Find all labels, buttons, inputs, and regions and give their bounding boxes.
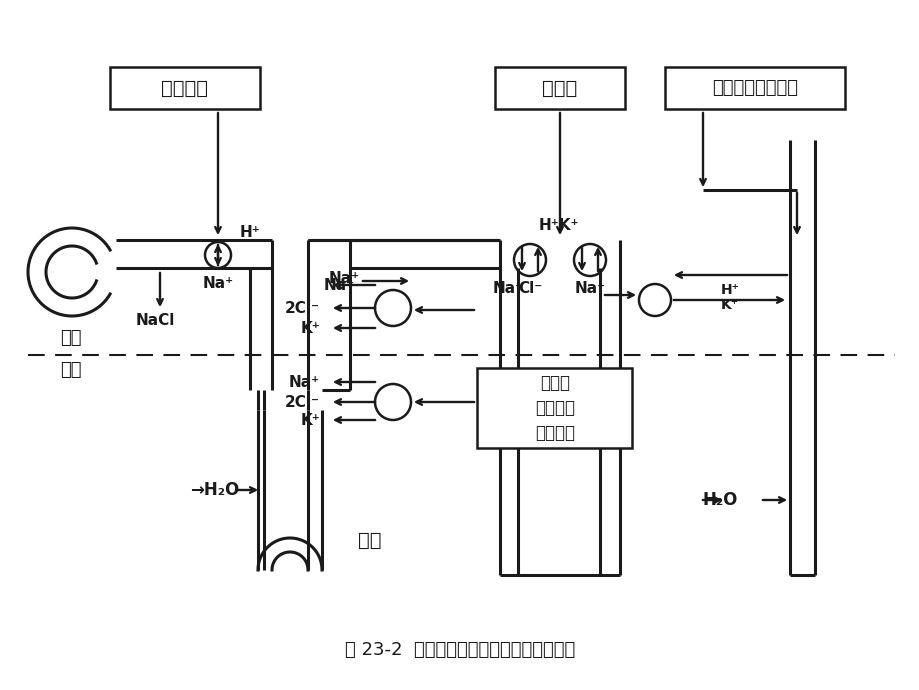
Text: 2Cl⁻: 2Cl⁻ <box>285 395 320 409</box>
Text: 髓质: 髓质 <box>60 361 82 379</box>
Text: K⁺: K⁺ <box>300 320 320 335</box>
Text: Na⁺: Na⁺ <box>573 281 605 295</box>
FancyBboxPatch shape <box>110 67 260 109</box>
Text: 2Cl⁻: 2Cl⁻ <box>285 301 320 315</box>
Text: H⁺: H⁺ <box>720 283 739 297</box>
Text: Na⁺: Na⁺ <box>328 270 359 286</box>
Text: Na⁺: Na⁺ <box>202 275 233 290</box>
Text: K⁺: K⁺ <box>300 413 320 428</box>
Text: 呋塞米
依他尼酸
布美他尼: 呋塞米 依他尼酸 布美他尼 <box>535 374 574 442</box>
Text: K⁺: K⁺ <box>720 298 738 312</box>
Text: 髓袢: 髓袢 <box>357 531 381 549</box>
Text: H⁺K⁺: H⁺K⁺ <box>539 217 579 233</box>
Text: H₂O: H₂O <box>701 491 737 509</box>
Text: Na⁺: Na⁺ <box>323 277 355 293</box>
FancyBboxPatch shape <box>664 67 844 109</box>
Text: Na⁺: Na⁺ <box>289 375 320 389</box>
Text: H⁺: H⁺ <box>240 224 260 239</box>
FancyBboxPatch shape <box>494 67 624 109</box>
Text: 皮质: 皮质 <box>60 329 82 347</box>
Text: 噻嗪类: 噻嗪类 <box>542 79 577 97</box>
FancyBboxPatch shape <box>477 368 632 448</box>
Text: Cl⁻: Cl⁻ <box>517 281 541 295</box>
Text: Na⁺: Na⁺ <box>492 281 523 295</box>
Text: 图 23-2  肾小管各段功能和利尿药作用部位: 图 23-2 肾小管各段功能和利尿药作用部位 <box>345 641 574 659</box>
Text: 乙酰唑胺: 乙酰唑胺 <box>162 79 209 97</box>
Text: →H₂O: →H₂O <box>190 481 239 499</box>
Text: 螺内酯、氨苯蝶啶: 螺内酯、氨苯蝶啶 <box>711 79 797 97</box>
Text: NaCl: NaCl <box>135 313 175 328</box>
